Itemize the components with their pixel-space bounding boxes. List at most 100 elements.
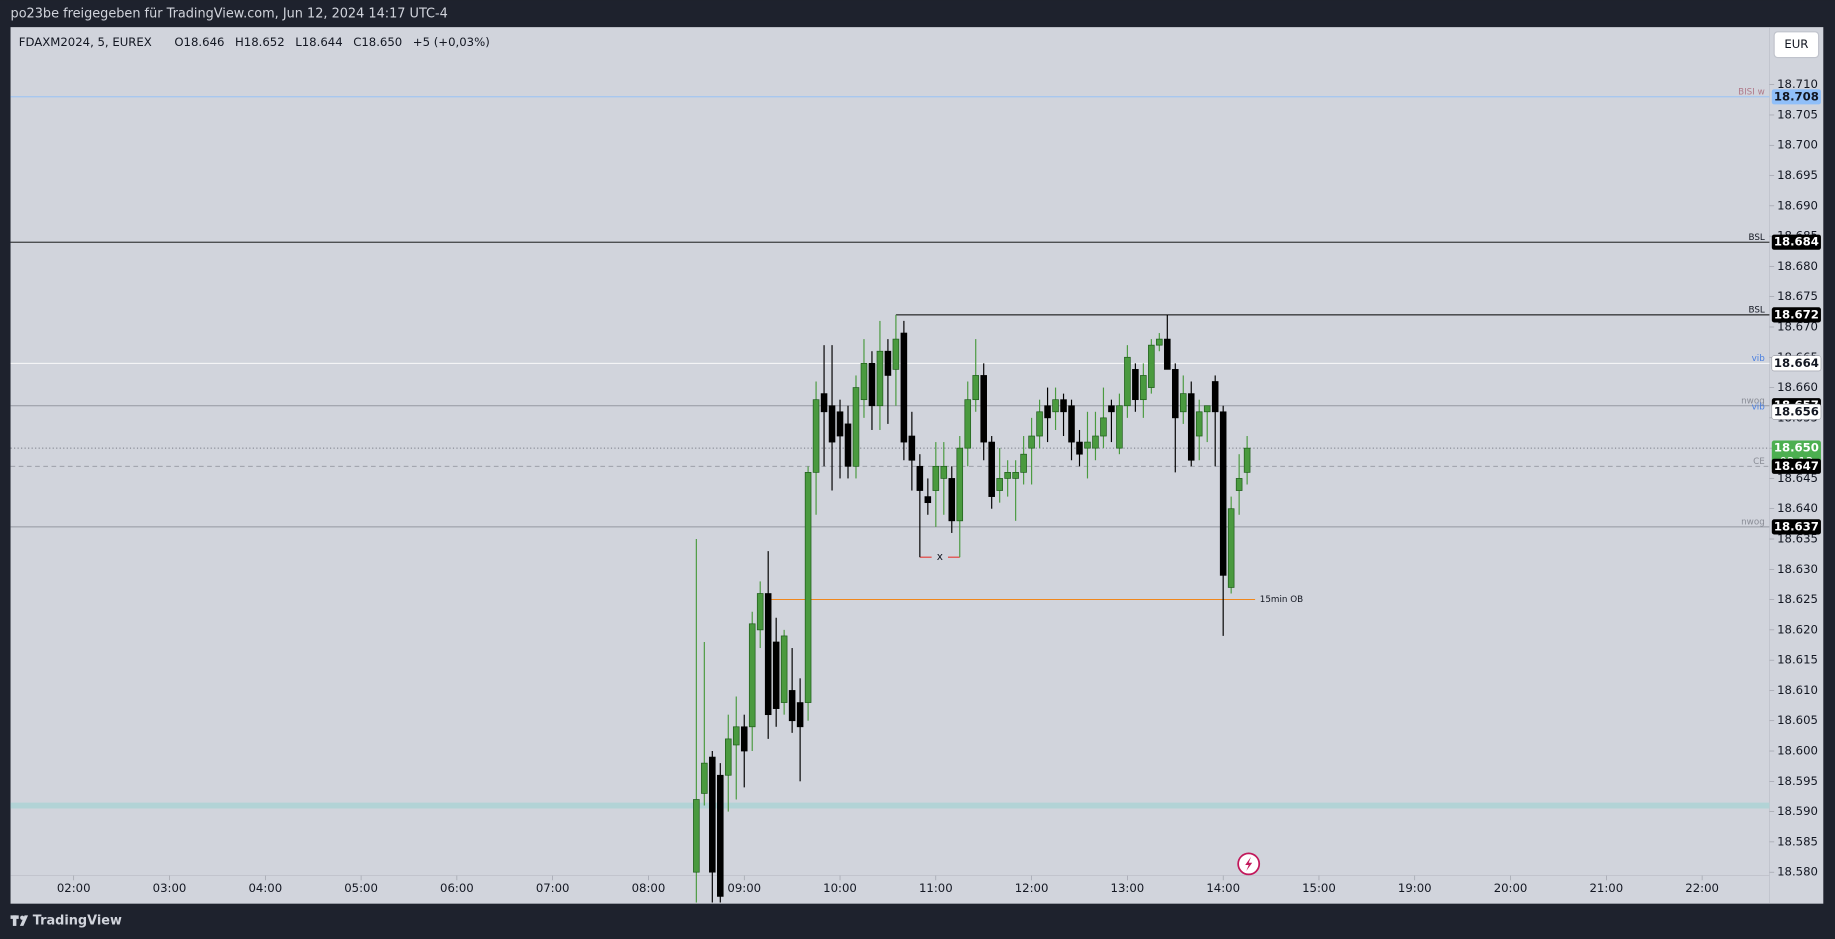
y-tick-label: 18.640 [1777,501,1818,515]
candle-body [884,350,892,376]
candle-body [860,362,868,401]
candle-body [812,399,820,473]
x-tick-label: 09:00 [727,881,761,895]
candle-body [788,690,796,722]
candle-body [796,702,804,728]
x-tick-label: 11:00 [919,881,953,895]
level-name: CE [1753,457,1765,467]
candle-body [1044,405,1051,419]
x-tick-label: 08:00 [632,881,666,895]
y-tick-label: 18.635 [1777,532,1818,546]
candle-body [1124,356,1131,407]
x-tick-label: 02:00 [57,881,91,895]
x-tick-label: 07:00 [536,881,570,895]
candle-body [1235,478,1243,491]
candle-body [1004,472,1011,479]
candle-body [892,338,900,370]
candle-body [804,472,812,703]
candle-body [1028,435,1035,449]
candle-body [1108,405,1115,413]
price-badge-label: 18.656 [1774,404,1819,418]
ohlc-value: O18.646 [174,35,224,49]
candle-body [1243,447,1251,473]
candle-body [1148,344,1155,388]
candle-body [1132,369,1139,401]
candle-body [828,405,836,443]
candle-body [1076,441,1083,455]
y-tick-label: 18.585 [1777,834,1818,848]
x-tick-label: 22:00 [1685,881,1719,895]
y-tick-label: 18.710 [1777,77,1818,91]
x-tick-label: 10:00 [823,881,857,895]
price-badge-label: 18.684 [1774,235,1819,249]
y-tick-label: 18.605 [1777,713,1818,727]
y-tick-label: 18.600 [1777,744,1818,758]
price-badge [1771,307,1821,323]
marker-gap [931,551,948,564]
y-tick-label: 18.700 [1777,138,1818,152]
currency-button[interactable] [1773,31,1820,59]
x-tick-label: 06:00 [440,881,474,895]
candle-body [1036,411,1043,437]
chart-area [10,27,1824,904]
candle-body [940,465,948,479]
price-badge-label: 18.647 [1774,459,1819,473]
ohlc-value: +5 (+0,03%) [413,35,490,49]
price-badge [1771,234,1821,250]
candle-body [693,799,700,873]
candle-body [1156,338,1163,346]
price-badge-label: 18.708 [1774,89,1819,103]
price-badge-label: 18.637 [1774,519,1819,533]
ohlc-value: C18.650 [353,35,402,49]
level-name: vib [1752,403,1766,413]
y-tick-label: 18.620 [1777,622,1818,636]
alert-icon[interactable] [1237,852,1261,876]
level-name: nwog [1741,518,1765,528]
candle-body [1172,369,1179,419]
y-tick-label: 18.580 [1777,865,1818,879]
level-name: BSL [1748,233,1764,243]
candle-body [908,435,916,461]
candle-body [1179,393,1187,413]
x-tick-label: 14:00 [1206,881,1240,895]
candle-body [1195,411,1203,437]
y-tick-label: 18.675 [1777,289,1818,303]
level-name: vib [1752,354,1766,364]
x-tick-label: 12:00 [1015,881,1049,895]
level-name: BISI w [1738,88,1765,98]
x-tick-label: 15:00 [1302,881,1336,895]
candle-body [836,411,844,437]
x-tick-label: 05:00 [344,881,378,895]
candle-body [701,762,708,794]
x-tick-label: 03:00 [153,881,187,895]
ohlc-value: L18.644 [295,35,342,49]
y-tick-label: 18.705 [1777,107,1818,121]
candle-body [780,635,788,703]
candle-body [1060,399,1067,413]
y-tick-label: 18.625 [1777,592,1818,606]
y-tick-label: 18.645 [1777,471,1818,485]
currency[interactable]: EUR [1784,37,1808,51]
zone-band [10,802,1770,809]
x-tick-label: 21:00 [1589,881,1623,895]
ohlc-value: H18.652 [235,35,285,49]
price-badge-label: 18.664 [1774,356,1819,370]
candle-body [1203,405,1211,413]
price-badge [1771,89,1821,105]
level-name: BSL [1748,306,1764,316]
candle-body [988,441,995,497]
y-tick-label: 18.660 [1777,380,1818,394]
price-badge-label: 18.672 [1774,307,1819,321]
candle-body [724,738,732,776]
candle-body [852,387,860,467]
x-tick-label: 19:00 [1398,881,1432,895]
candle-body [1116,405,1123,449]
x-tick-label: 20:00 [1494,881,1528,895]
candle-body [1012,472,1019,479]
brand: TradingView [33,914,122,929]
candle-body [1219,411,1227,576]
candle-body [900,332,908,443]
window-title: po23be freigegeben für TradingView.com, … [11,7,448,22]
candle-body [1187,393,1195,461]
